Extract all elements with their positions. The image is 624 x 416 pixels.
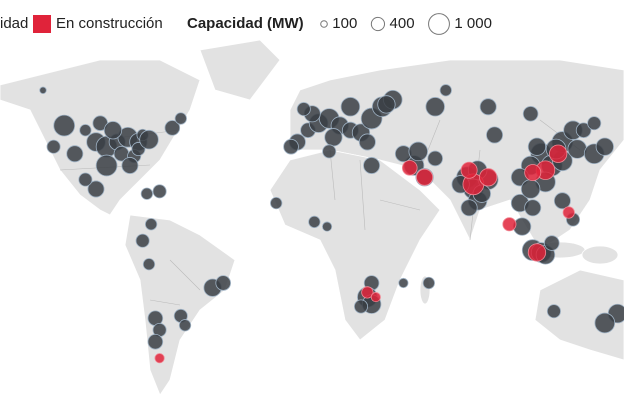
plant-bubble bbox=[486, 126, 504, 144]
plant-bubble bbox=[66, 145, 84, 163]
legend-label: En construcción bbox=[56, 15, 163, 32]
plant-bubble bbox=[270, 196, 283, 210]
plant-bubble bbox=[524, 199, 542, 217]
plant-bubble bbox=[121, 157, 139, 174]
size-legend-label: 1 000 bbox=[454, 15, 492, 32]
plant-bubble bbox=[358, 133, 376, 151]
plant-bubble bbox=[95, 154, 118, 177]
plant-bubble bbox=[152, 184, 167, 199]
plant-bubble bbox=[439, 84, 452, 97]
plant-bubble bbox=[527, 137, 547, 156]
plant-bubble bbox=[142, 258, 156, 271]
plant-bubble bbox=[479, 168, 498, 187]
plant-bubble bbox=[377, 95, 396, 114]
bubbles bbox=[39, 84, 624, 364]
plant-bubble bbox=[425, 97, 445, 117]
size-legend-circle bbox=[320, 20, 328, 28]
plant-bubble bbox=[427, 150, 443, 167]
plant-bubble bbox=[46, 139, 61, 154]
plant-bubble bbox=[401, 160, 418, 176]
legend: idad En construcción Capacidad (MW) 100 4… bbox=[0, 13, 492, 35]
size-legend-circle bbox=[428, 13, 450, 35]
plant-bubble bbox=[544, 235, 560, 251]
plant-bubble bbox=[562, 206, 575, 219]
plant-bubble bbox=[140, 187, 153, 200]
plant-bubble bbox=[215, 275, 231, 291]
plant-bubble bbox=[527, 243, 547, 262]
plant-bubble bbox=[479, 98, 497, 116]
plant-bubble bbox=[546, 304, 561, 319]
plant-bubble bbox=[174, 112, 187, 125]
plant-bubble bbox=[53, 114, 76, 137]
plant-bubble bbox=[549, 144, 568, 163]
plant-bubble bbox=[594, 312, 616, 334]
plant-bubble bbox=[145, 218, 158, 231]
plant-bubble bbox=[398, 277, 409, 289]
plant-bubble bbox=[460, 199, 478, 217]
plant-bubble bbox=[575, 122, 592, 139]
plant-bubble bbox=[308, 215, 321, 229]
plant-bubble bbox=[147, 333, 164, 350]
plant-bubble bbox=[361, 286, 374, 299]
plant-bubble bbox=[322, 144, 337, 159]
plant-bubble bbox=[520, 179, 541, 199]
plant-bubble bbox=[567, 139, 587, 159]
legend-swatch bbox=[33, 15, 51, 33]
size-legend-label: 100 bbox=[332, 15, 357, 32]
plant-bubble bbox=[324, 128, 343, 147]
plant-bubble bbox=[78, 172, 93, 187]
plant-bubble bbox=[139, 129, 159, 150]
plant-bubble bbox=[283, 138, 299, 155]
plant-bubble bbox=[154, 353, 165, 364]
plant-bubble bbox=[422, 276, 435, 290]
plant-bubble bbox=[524, 164, 542, 182]
plant-bubble bbox=[595, 137, 614, 156]
size-legend-label: 400 bbox=[390, 15, 415, 32]
plant-bubble bbox=[408, 141, 428, 162]
plant-bubble bbox=[353, 299, 368, 314]
plant-bubble bbox=[296, 102, 311, 117]
plant-bubble bbox=[135, 233, 150, 248]
plant-bubble bbox=[178, 319, 192, 332]
plant-bubble bbox=[512, 217, 532, 236]
plant-bubble bbox=[370, 292, 381, 303]
size-legend-circle bbox=[370, 16, 386, 32]
plant-bubble bbox=[363, 157, 381, 174]
plant-bubble bbox=[416, 168, 434, 186]
plant-bubble bbox=[502, 217, 517, 232]
plant-bubble bbox=[340, 97, 361, 117]
plant-bubble bbox=[87, 180, 105, 198]
plant-bubble bbox=[322, 221, 333, 232]
plant-bubble bbox=[460, 161, 478, 179]
plant-bubble bbox=[79, 124, 92, 137]
plant-bubble bbox=[164, 120, 181, 136]
plant-bubble bbox=[587, 116, 602, 131]
size-legend-title: Capacidad (MW) bbox=[187, 15, 304, 32]
plant-bubble bbox=[553, 192, 571, 210]
plant-bubble bbox=[39, 86, 47, 94]
plant-bubble bbox=[522, 106, 539, 122]
plant-bubble bbox=[103, 121, 123, 140]
legend-label: idad bbox=[0, 15, 28, 32]
